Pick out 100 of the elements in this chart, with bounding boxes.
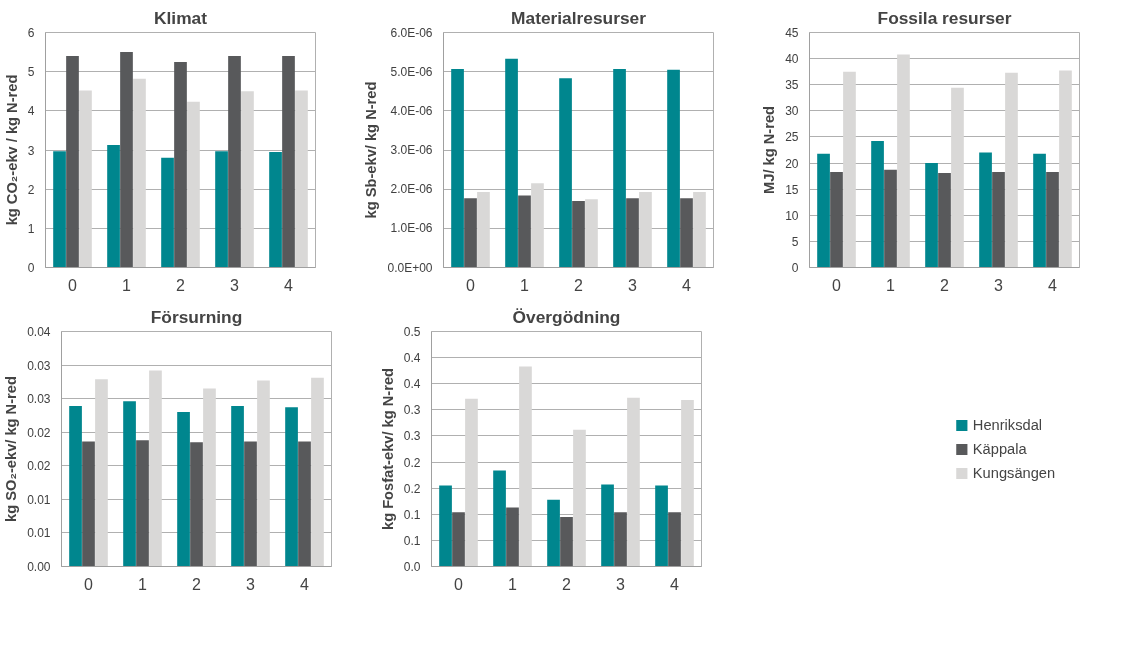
x-tick-label: 2 xyxy=(192,575,202,593)
bar xyxy=(82,441,95,567)
y-axis-title: kg Sb-ekv/ kg N-red xyxy=(363,81,380,219)
y-tick-label: 0.03 xyxy=(27,358,51,373)
chart-title: Klimat xyxy=(154,7,208,28)
bar xyxy=(1005,72,1018,268)
bar xyxy=(992,171,1005,268)
chart-title: Övergödning xyxy=(512,306,621,327)
bar xyxy=(493,470,506,567)
x-tick-label: 3 xyxy=(994,276,1004,294)
bar xyxy=(655,485,668,567)
bar xyxy=(843,71,856,268)
x-tick-label: 3 xyxy=(230,276,240,294)
x-tick-label: 3 xyxy=(246,575,256,593)
bar xyxy=(639,191,652,268)
bar xyxy=(215,151,228,268)
x-tick-label: 4 xyxy=(682,276,692,294)
y-tick-label: 0.02 xyxy=(27,459,51,474)
chart-title: Materialresurser xyxy=(511,7,647,28)
x-tick-label: 3 xyxy=(616,575,626,593)
y-tick-label: 0.01 xyxy=(27,526,51,541)
bar xyxy=(560,516,573,567)
y-tick-label: 0.00 xyxy=(27,560,51,574)
bar xyxy=(585,199,598,268)
bar xyxy=(505,58,518,268)
x-tick-label: 2 xyxy=(176,276,186,294)
y-tick-label: 5 xyxy=(791,234,799,249)
bar xyxy=(203,388,216,567)
bar xyxy=(53,151,66,268)
legend-label: Henriksdal xyxy=(972,416,1043,433)
y-tick-label: 4.0E-06 xyxy=(390,103,433,118)
bar xyxy=(601,484,614,567)
y-tick-label: 0 xyxy=(791,261,799,275)
bar xyxy=(228,56,241,268)
bar xyxy=(282,56,295,268)
y-tick-label: 1 xyxy=(27,221,35,236)
bar xyxy=(120,52,133,268)
y-tick-label: 0.2 xyxy=(403,481,421,496)
y-tick-label: 20 xyxy=(785,156,799,171)
bar xyxy=(680,198,693,268)
bar xyxy=(477,191,490,268)
y-tick-label: 0.0E+00 xyxy=(387,260,433,275)
bar xyxy=(951,87,964,268)
y-tick-label: 6.0E-06 xyxy=(390,25,433,40)
bar xyxy=(257,380,270,567)
bar xyxy=(136,440,149,567)
bar xyxy=(613,68,626,268)
bar xyxy=(1046,171,1059,268)
x-tick-label: 4 xyxy=(1048,276,1058,294)
x-tick-label: 0 xyxy=(68,276,78,294)
y-tick-label: 6 xyxy=(27,26,35,40)
y-tick-label: 0.0 xyxy=(403,560,421,574)
bar xyxy=(614,512,627,567)
bar xyxy=(1033,153,1046,268)
y-tick-label: 1.0E-06 xyxy=(390,221,433,236)
bar xyxy=(693,191,706,268)
bar xyxy=(107,144,120,268)
bar xyxy=(285,407,298,567)
bar xyxy=(79,90,92,268)
bar xyxy=(133,78,146,268)
bar xyxy=(244,441,257,567)
legend-label: Käppala xyxy=(972,440,1027,457)
y-axis-title: MJ/ kg N-red xyxy=(761,106,778,194)
y-tick-label: 45 xyxy=(785,26,799,40)
bar xyxy=(177,412,190,567)
y-tick-label: 35 xyxy=(785,78,799,93)
x-tick-label: 2 xyxy=(574,276,584,294)
x-tick-label: 0 xyxy=(832,276,842,294)
y-tick-label: 4 xyxy=(27,104,35,119)
bar xyxy=(871,141,884,268)
y-tick-label: 0.03 xyxy=(27,392,51,407)
bar xyxy=(519,366,532,567)
bar xyxy=(161,157,174,268)
bar xyxy=(668,512,681,567)
y-tick-label: 3 xyxy=(27,143,35,158)
y-tick-label: 0.4 xyxy=(403,377,421,392)
x-tick-label: 1 xyxy=(508,575,518,593)
bar xyxy=(1059,70,1072,268)
bar xyxy=(464,198,477,268)
x-tick-label: 3 xyxy=(628,276,638,294)
bar xyxy=(241,91,254,268)
legend-label: Kungsängen xyxy=(972,464,1056,481)
y-tick-label: 40 xyxy=(785,52,799,67)
y-tick-label: 25 xyxy=(785,130,799,145)
y-tick-label: 0.5 xyxy=(403,325,421,339)
bar xyxy=(667,69,680,268)
chart-title: Försurning xyxy=(150,306,243,327)
y-tick-label: 0.1 xyxy=(403,533,421,548)
bar xyxy=(66,56,79,268)
x-tick-label: 4 xyxy=(670,575,680,593)
y-tick-label: 0.04 xyxy=(27,325,51,339)
bar xyxy=(123,401,136,567)
y-tick-label: 0.01 xyxy=(27,492,51,507)
bar xyxy=(451,68,464,268)
bar xyxy=(547,499,560,567)
y-tick-label: 0 xyxy=(27,261,35,275)
bar xyxy=(465,398,478,567)
bar xyxy=(681,399,694,567)
x-tick-label: 4 xyxy=(284,276,294,294)
bar xyxy=(884,169,897,268)
